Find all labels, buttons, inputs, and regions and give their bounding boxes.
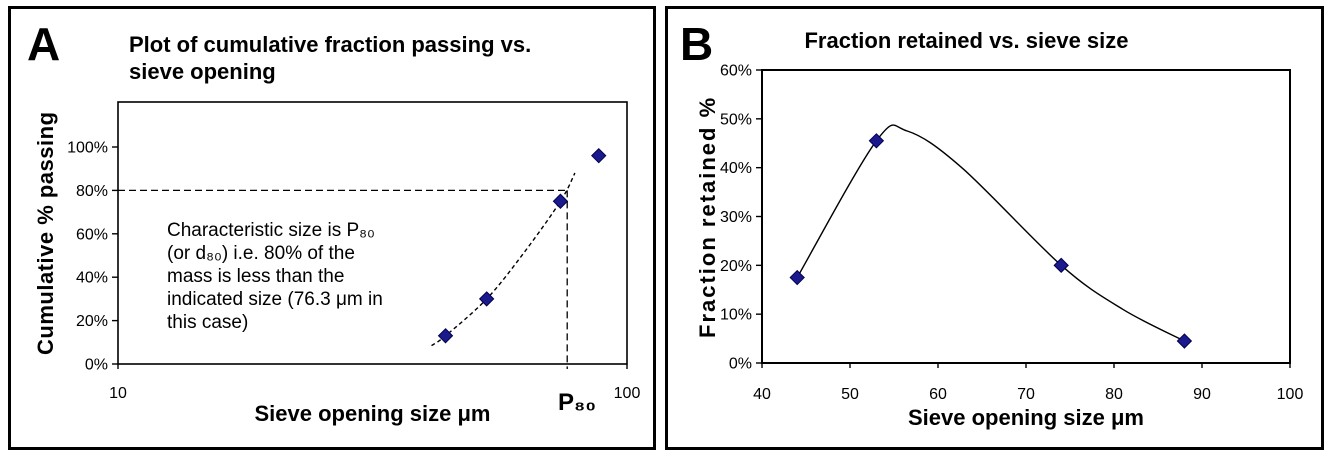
y-tick-label: 80% xyxy=(76,183,108,200)
panel-a-label: A xyxy=(27,18,61,70)
data-point-marker xyxy=(789,269,805,286)
y-tick-label: 0% xyxy=(729,356,752,373)
panel-b: 0% 10% 20% 30% 40% 50% 60% 40 50 60 70 80 90 100 B Fr… xyxy=(665,6,1324,450)
y-tick-label: 50% xyxy=(720,111,752,128)
x-tick-label: 90 xyxy=(1193,386,1211,403)
data-point-marker xyxy=(1053,257,1069,274)
chart-a-plot: 0% 20% 40% 60% 80% 100% 10 100 xyxy=(67,101,641,402)
x-tick-label: 50 xyxy=(841,386,859,403)
panel-b-label: B xyxy=(680,18,714,70)
y-tick-label: 10% xyxy=(720,307,752,324)
x-tick-label: 70 xyxy=(1017,386,1035,403)
data-point-marker xyxy=(552,193,569,209)
plot-frame xyxy=(117,101,628,365)
x-tick-label: 10 xyxy=(109,385,127,402)
chart-b-title: Fraction retained vs. sieve size xyxy=(804,28,1129,53)
data-point-marker xyxy=(478,291,495,307)
y-tick-label: 20% xyxy=(76,313,108,330)
trend-curve xyxy=(796,124,1185,342)
y-tick-label: 20% xyxy=(720,258,752,275)
chart-a-y-axis-title: Cumulative % passing xyxy=(33,111,58,355)
data-point-marker xyxy=(437,328,454,344)
x-tick-label: 80 xyxy=(1105,386,1123,403)
p80-axis-label: P₈₀ xyxy=(557,389,597,416)
chart-a-title: Plot of cumulative fraction passing vs. … xyxy=(129,32,532,84)
plot-frame xyxy=(761,69,1291,364)
data-point-marker xyxy=(1176,333,1193,349)
y-tick-label: 100% xyxy=(67,140,108,157)
x-tick-label: 40 xyxy=(753,386,771,403)
panel-a: 0% 20% 40% 60% 80% 100% 10 100 A Plot of cumula… xyxy=(8,6,656,450)
x-tick-label: 60 xyxy=(929,386,947,403)
chart-a-x-axis-title: Sieve opening size μm xyxy=(254,401,491,426)
chart-b-plot: 0% 10% 20% 30% 40% 50% 60% 40 50 60 70 80 90 100 xyxy=(720,63,1304,403)
y-tick-label: 0% xyxy=(85,357,108,374)
y-tick-label: 40% xyxy=(720,160,752,177)
chart-b-y-axis-title: Fraction retained % xyxy=(695,95,720,338)
x-tick-label: 100 xyxy=(614,385,641,402)
y-tick-label: 60% xyxy=(76,226,108,243)
y-tick-label: 60% xyxy=(720,63,752,80)
chart-b-x-axis-title: Sieve opening size μm xyxy=(908,405,1144,430)
chart-a-annotation: Characteristic size is P₈₀ (or d₈₀) i.e.… xyxy=(167,220,383,333)
data-point-marker xyxy=(868,133,885,149)
y-tick-label: 40% xyxy=(76,270,108,287)
trend-curve xyxy=(431,172,576,347)
data-point-marker xyxy=(591,147,607,164)
y-tick-label: 30% xyxy=(720,209,752,226)
x-tick-label: 100 xyxy=(1277,386,1304,403)
